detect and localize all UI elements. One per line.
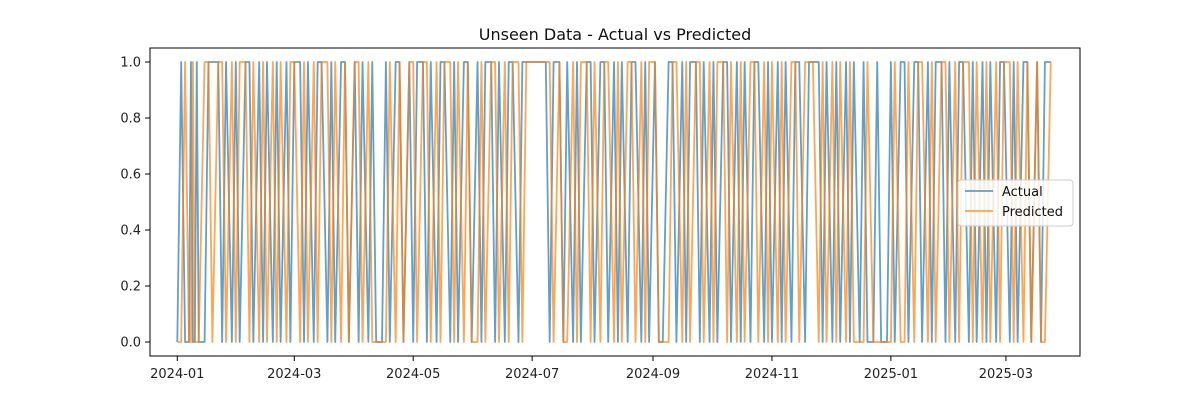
x-axis: 2024-01 2024-03 2024-05 2024-07 2024-09 2024-… xyxy=(150,356,1033,382)
series-line-predicted xyxy=(177,61,1052,343)
y-tick-label: 0.2 xyxy=(120,280,141,295)
plot-frame xyxy=(149,47,1081,357)
x-tick-label: 2025-03 xyxy=(979,367,1033,382)
y-tick-label: 0.6 xyxy=(120,168,141,183)
y-tick-label: 0.0 xyxy=(120,336,141,351)
y-tick-label: 0.8 xyxy=(120,112,141,127)
legend-label-predicted: Predicted xyxy=(1002,205,1063,220)
x-tick-label: 2025-01 xyxy=(864,367,918,382)
legend-label-actual: Actual xyxy=(1002,185,1043,200)
y-tick-label: 0.4 xyxy=(120,224,141,239)
legend: Actual Predicted xyxy=(957,179,1074,227)
x-tick-label: 2024-01 xyxy=(150,367,204,382)
x-tick-label: 2024-07 xyxy=(505,367,559,382)
x-tick-label: 2024-11 xyxy=(745,367,799,382)
x-tick-label: 2024-09 xyxy=(626,367,680,382)
x-tick-label: 2024-03 xyxy=(267,367,321,382)
x-tick-label: 2024-05 xyxy=(386,367,440,382)
y-axis: 0.0 0.2 0.4 0.6 0.8 1.0 xyxy=(120,56,150,351)
plot-lines xyxy=(176,61,1052,343)
y-tick-label: 1.0 xyxy=(120,56,141,71)
chart-title: Unseen Data - Actual vs Predicted xyxy=(479,25,751,44)
